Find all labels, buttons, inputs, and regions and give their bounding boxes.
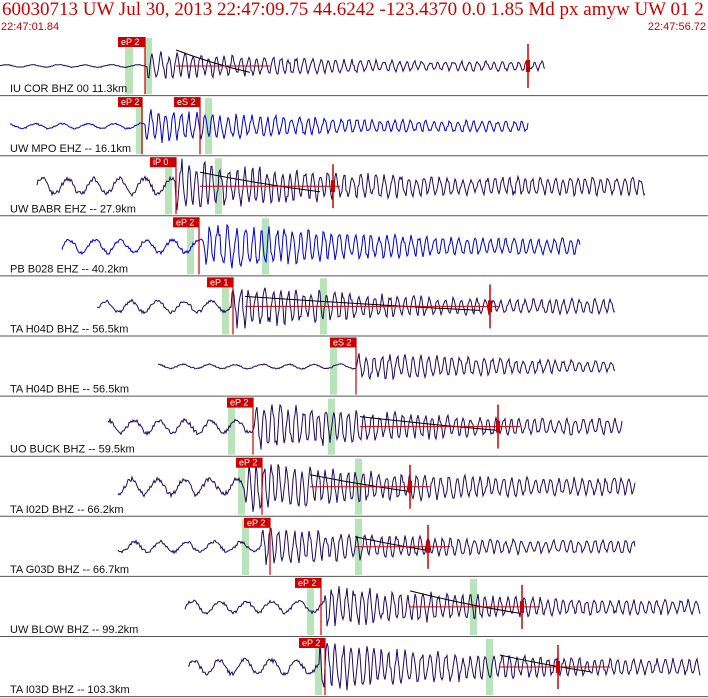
coda-decay-curve [499,654,591,673]
s-pick-label[interactable]: eS 2 [177,97,196,107]
coda-end-handle[interactable] [488,300,492,313]
coda-decay-curve [359,416,501,432]
pick-flag[interactable] [173,217,199,228]
trace-row[interactable]: eP 2 IU COR BHZ 00 11.3km [0,37,708,97]
coda-decay-curve [354,536,431,552]
waveform-trace [96,287,616,329]
trace-row[interactable]: iP 0 UW BABR EHZ -- 27.9km [0,157,708,217]
station-channel-label: TA I02D BHZ -- 66.2km [10,504,124,516]
trace-row[interactable]: eS 2 TA H04D BHE -- 56.5km [0,337,708,397]
pick-window-band [330,338,337,395]
pick-flag[interactable] [299,638,325,648]
coda-decay-curve [175,49,251,73]
p-pick-label[interactable]: eP 2 [302,638,320,648]
coda-decay-curve [409,590,521,614]
coda-end-handle[interactable] [408,480,412,493]
event-header: 60030713 UW Jul 30, 2013 22:47:09.75 44.… [0,0,708,36]
pick-window-band [486,639,493,696]
waveform-trace [117,527,636,565]
pick-flag[interactable] [295,577,321,588]
station-channel-label: IU COR BHZ 00 11.3km [10,83,127,95]
waveform-trace [0,51,546,79]
station-channel-label: UW BLOW BHZ -- 99.2km [10,624,138,636]
station-channel-label: UW BABR EHZ -- 27.9km [10,203,136,215]
window-end-time: 22:47:56.72 [647,21,706,33]
pick-flag[interactable] [330,337,356,348]
p-pick-label[interactable]: eP 1 [210,277,228,287]
pick-flag[interactable] [244,517,270,528]
waveform-trace [107,403,623,450]
p-pick-label[interactable]: eP 2 [176,217,194,227]
pick-flag[interactable] [118,97,142,108]
station-channel-label: TA H04D BHZ -- 56.5km [10,324,128,336]
trace-row[interactable]: eP 2 TA I02D BHZ -- 66.2km [0,457,708,517]
window-start-time: 22:47:01.84 [1,21,60,33]
coda-end-handle[interactable] [496,420,500,433]
p-pick-label[interactable]: eP 2 [239,458,257,468]
coda-end-handle[interactable] [556,661,560,673]
station-channel-label: PB B028 EHZ -- 40.2km [10,263,128,275]
p-pick-label[interactable]: iP 0 [153,157,168,167]
coda-decay-curve [244,295,481,311]
pick-window-band [222,278,229,335]
pick-window-band [315,639,322,696]
station-channel-label: TA I03D BHZ -- 103.3km [10,684,130,696]
station-channel-label: TA H04D BHE -- 56.5km [10,384,129,396]
coda-end-handle[interactable] [526,60,530,72]
station-channel-label: UO BUCK BHZ -- 59.5km [10,444,135,456]
trace-row[interactable]: eP 2 PB B028 EHZ -- 40.2km [0,217,708,277]
pick-flag[interactable] [118,37,145,47]
pick-window-band [307,578,314,635]
station-channel-label: UW MPO EHZ -- 16.1km [10,143,131,155]
station-channel-label: TA G03D BHZ -- 66.7km [10,564,129,576]
pick-window-band [187,218,194,275]
trace-row[interactable]: eP 2 eS 2 UW MPO EHZ -- 16.1km [0,97,708,157]
pick-window-band [262,218,269,275]
pick-window-band [136,98,143,155]
coda-decay-curve [199,171,321,193]
pick-window-band [228,398,235,455]
pick-flag[interactable] [150,157,176,168]
pick-flag[interactable] [227,397,253,408]
pick-window-band [238,458,245,515]
pick-flag[interactable] [207,277,233,288]
coda-decay-curve [309,474,411,492]
waveform-trace [184,586,701,627]
pick-window-band [165,158,172,215]
coda-end-handle[interactable] [331,180,335,193]
p-pick-label[interactable]: eP 2 [247,518,265,528]
pick-flag[interactable] [174,97,200,108]
waveform-trace [9,109,529,143]
waveform-trace [187,641,701,691]
pick-window-band [242,518,249,575]
p-pick-label[interactable]: eP 2 [121,97,139,107]
pick-window-band [145,38,152,95]
trace-row[interactable]: eP 2 TA G03D BHZ -- 66.7km [0,517,708,577]
p-pick-label[interactable]: eP 2 [121,37,139,47]
coda-end-handle[interactable] [520,600,524,613]
coda-end-handle[interactable] [426,540,430,553]
seismogram-panel[interactable]: eP 2 IU COR BHZ 00 11.3km eP 2 eS 2 UW MPO E… [0,36,708,698]
waveform-trace [36,158,646,211]
trace-row[interactable]: eP 1 TA H04D BHZ -- 56.5km [0,277,708,337]
event-summary-title: 60030713 UW Jul 30, 2013 22:47:09.75 44.… [2,0,704,20]
waveform-trace [61,223,581,269]
trace-row[interactable]: eP 2 UW BLOW BHZ -- 99.2km [0,577,708,637]
p-pick-label[interactable]: eP 2 [298,578,316,588]
waveform-trace [157,353,616,381]
pick-window-band [205,98,212,155]
s-pick-label[interactable]: eS 2 [333,338,352,348]
pick-flag[interactable] [236,457,262,468]
trace-row[interactable]: eP 2 UO BUCK BHZ -- 59.5km [0,397,708,457]
p-pick-label[interactable]: eP 2 [230,398,248,408]
trace-row[interactable]: eP 2 TA I03D BHZ -- 103.3km [0,638,708,698]
